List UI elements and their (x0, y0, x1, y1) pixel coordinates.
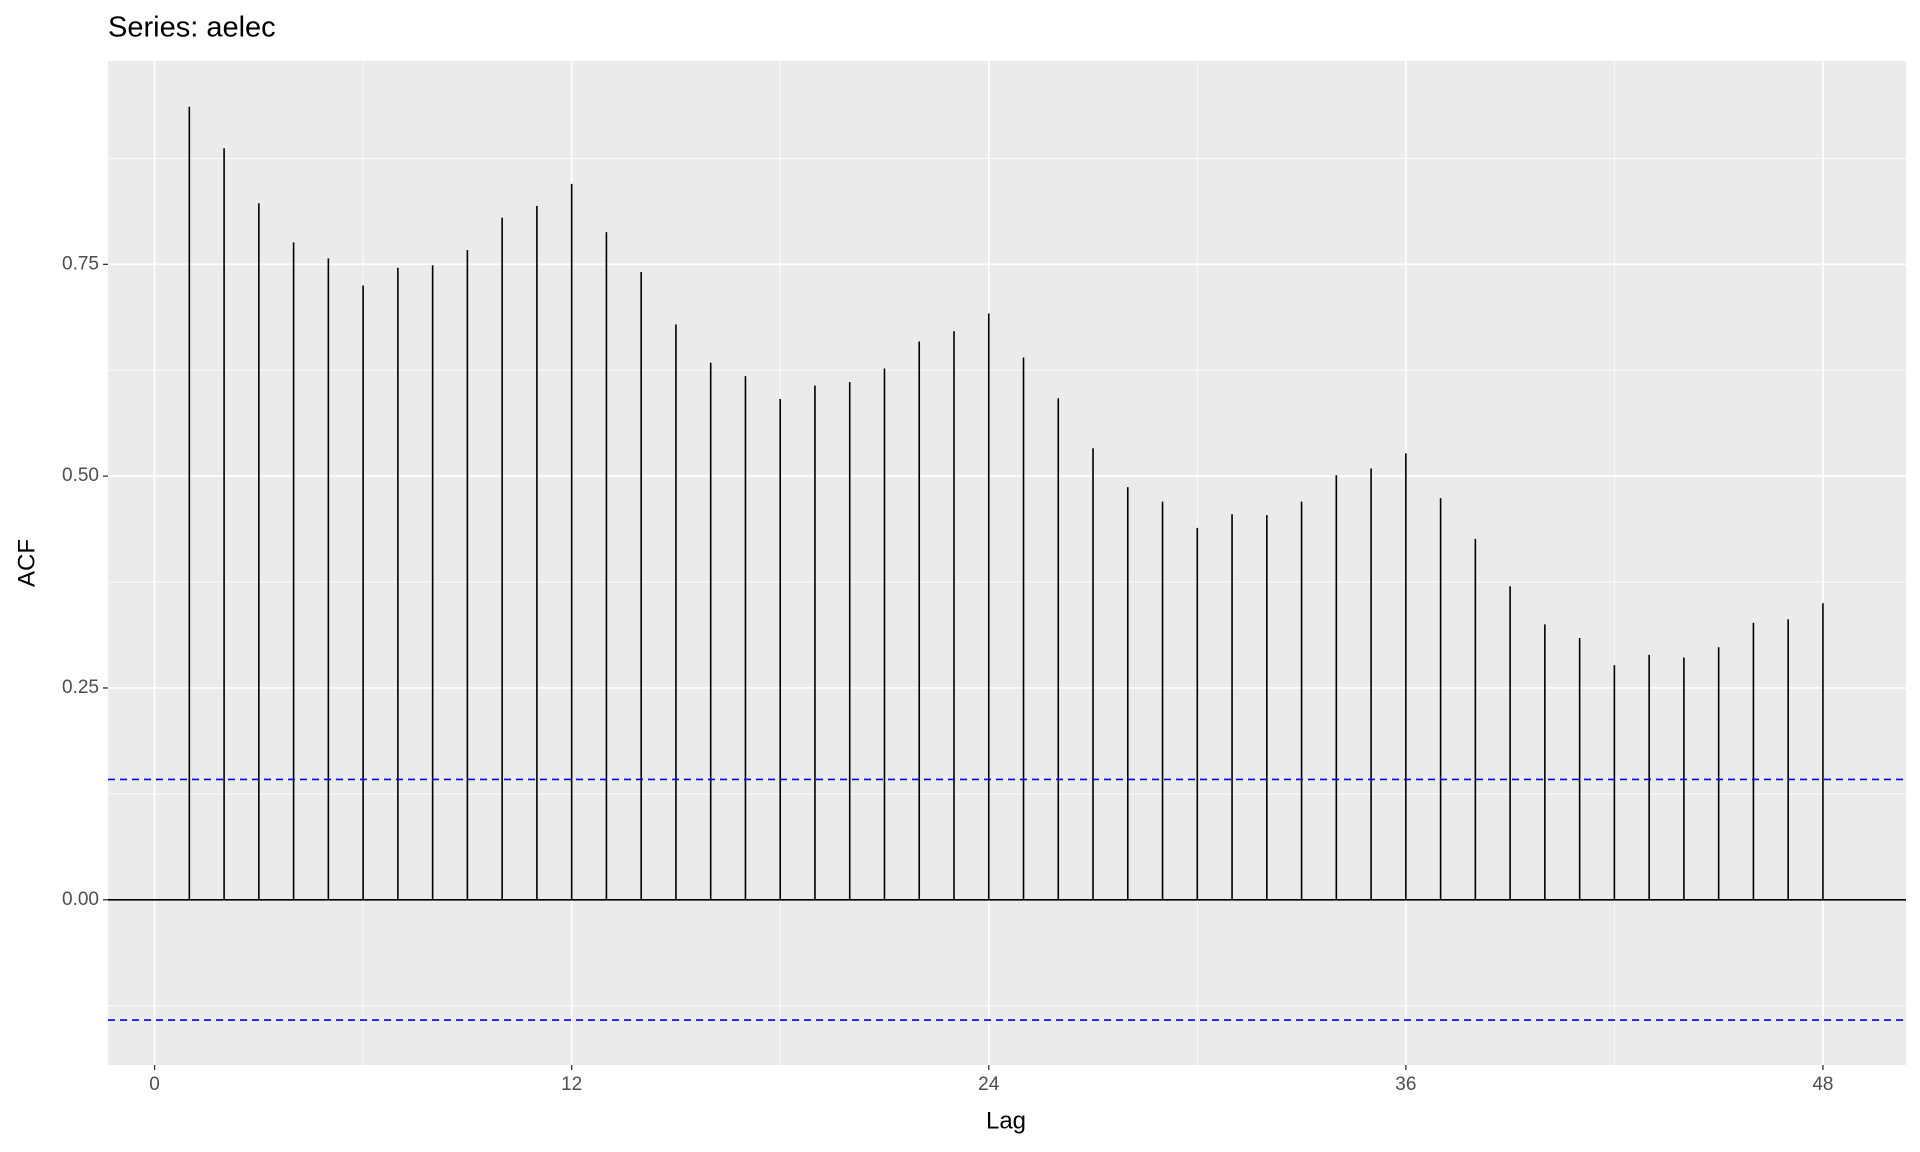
y-axis-title: ACF (13, 539, 40, 587)
y-tick-label: 0.00 (62, 889, 99, 910)
chart-title: Series: aelec (108, 12, 276, 44)
x-tick-label: 48 (1812, 1074, 1833, 1095)
x-tick-label: 12 (561, 1074, 582, 1095)
x-tick-label: 36 (1395, 1074, 1416, 1095)
y-tick-label: 0.25 (62, 677, 99, 698)
y-tick-label: 0.50 (62, 465, 99, 486)
plot-panel (108, 61, 1906, 1065)
x-tick-label: 24 (978, 1074, 1000, 1095)
y-tick-label: 0.75 (62, 253, 99, 274)
x-axis-title: Lag (986, 1107, 1026, 1134)
x-tick-label: 0 (149, 1074, 160, 1095)
